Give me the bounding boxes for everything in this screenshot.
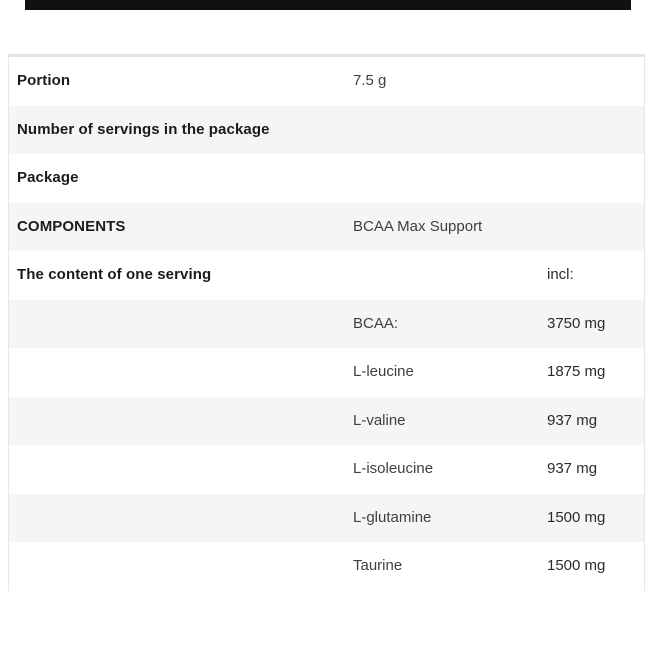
- top-banner-image: [25, 0, 631, 10]
- row-value: L-glutamine: [353, 508, 432, 526]
- row-amount: 937 mg: [547, 460, 598, 478]
- table-row: L-glutamine 1500 mg: [9, 493, 644, 542]
- row-label: Portion: [17, 72, 71, 90]
- table-row: Taurine 1500 mg: [9, 542, 644, 591]
- row-amount: 3750 mg: [547, 314, 606, 332]
- row-value: L-valine: [353, 411, 406, 429]
- row-amount: incl:: [547, 266, 574, 284]
- table-row: L-valine 937 mg: [9, 396, 644, 445]
- row-label: The content of one serving: [17, 266, 212, 284]
- row-amount: 1500 mg: [547, 508, 606, 526]
- table-row: L-leucine 1875 mg: [9, 348, 644, 397]
- table-row: BCAA: 3750 mg: [9, 299, 644, 348]
- row-value: Taurine: [353, 557, 403, 575]
- row-label: COMPONENTS: [17, 217, 126, 235]
- row-label: Number of servings in the package: [17, 120, 270, 138]
- row-amount: 937 mg: [547, 411, 598, 429]
- table-row: Package: [9, 154, 644, 203]
- row-value: BCAA Max Support: [353, 217, 483, 235]
- supplement-facts-table: Portion 7.5 g Number of servings in the …: [8, 54, 645, 591]
- table-row: Number of servings in the package: [9, 105, 644, 154]
- table-row: COMPONENTS BCAA Max Support: [9, 202, 644, 251]
- table-row: Portion 7.5 g: [9, 57, 644, 106]
- row-value: BCAA:: [353, 314, 399, 332]
- row-value: 7.5 g: [353, 72, 387, 90]
- row-value: L-leucine: [353, 363, 414, 381]
- row-amount: 1500 mg: [547, 557, 606, 575]
- table-row: L-isoleucine 937 mg: [9, 445, 644, 494]
- row-amount: 1875 mg: [547, 363, 606, 381]
- row-label: Package: [17, 169, 79, 187]
- table-row: The content of one serving incl:: [9, 251, 644, 300]
- row-value: L-isoleucine: [353, 460, 434, 478]
